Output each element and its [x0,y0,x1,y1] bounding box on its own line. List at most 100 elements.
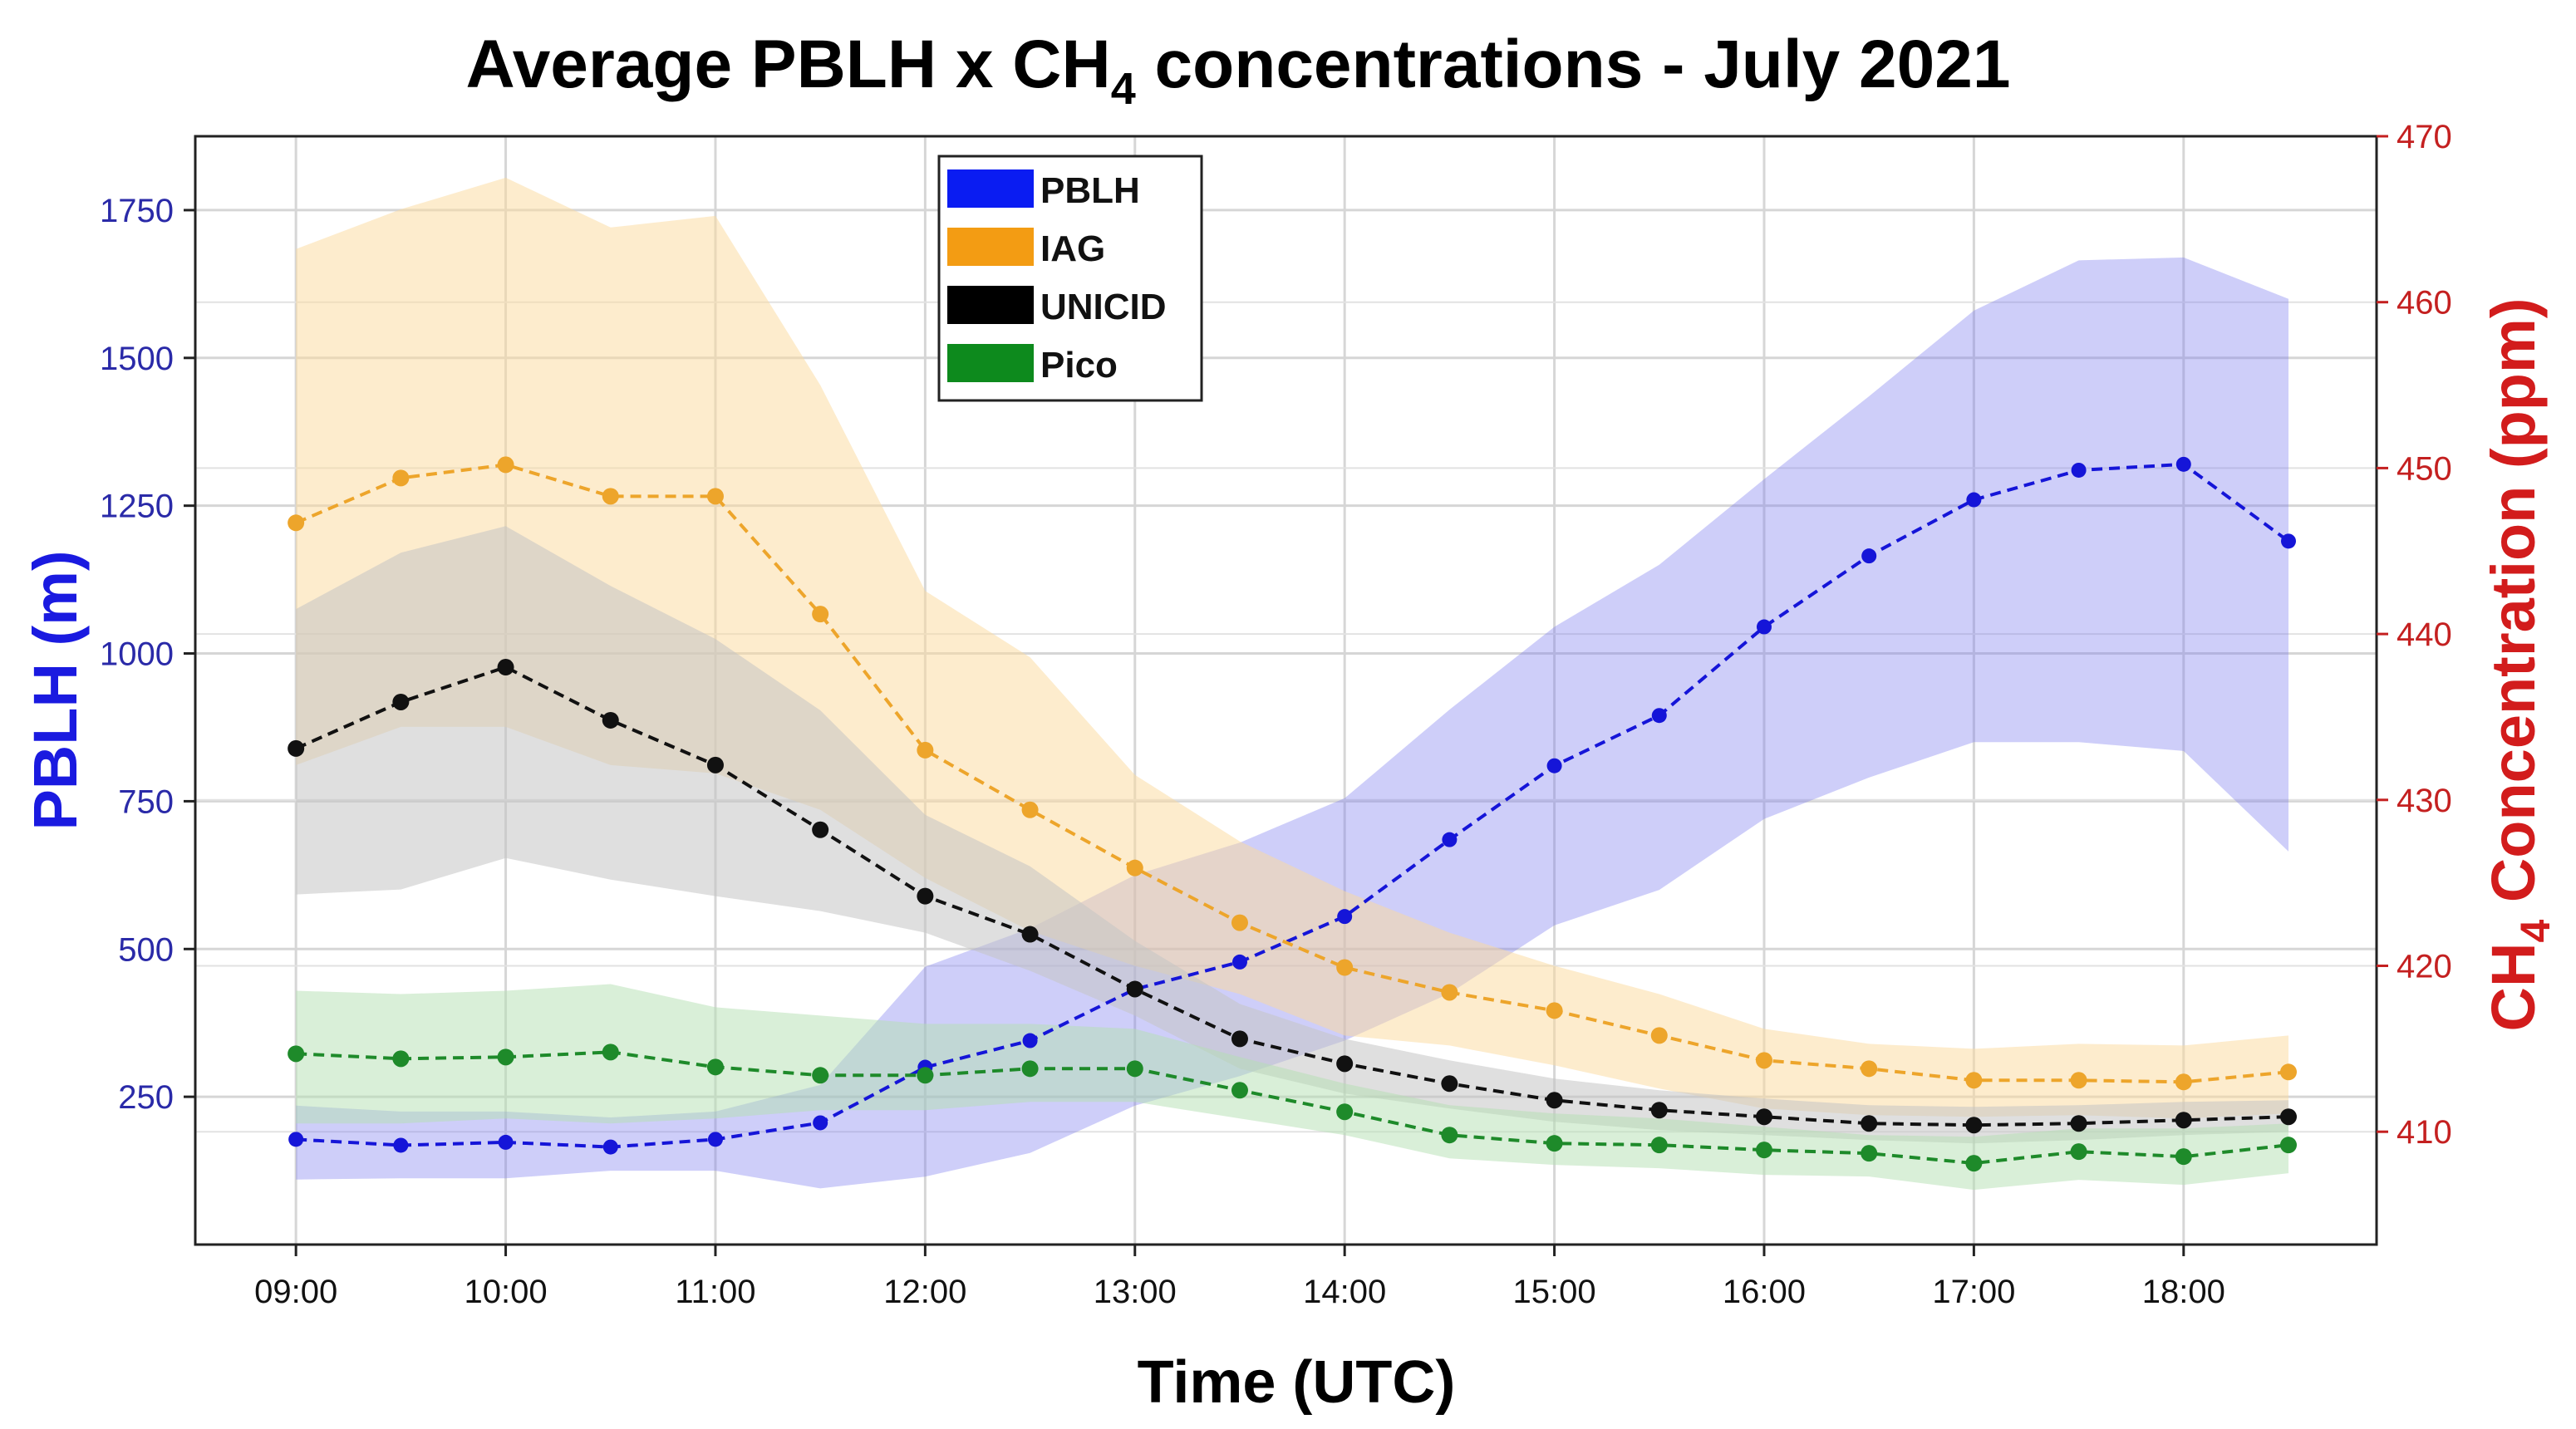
point-iag-1 [392,469,410,487]
point-unicid-11 [1441,1075,1458,1093]
x-tick-label-9: 18:00 [2142,1274,2225,1310]
x-tick-label-0: 09:00 [254,1274,337,1310]
point-pico-5 [812,1067,829,1084]
x-tick-label-5: 14:00 [1303,1274,1386,1310]
confidence-bands [296,177,2289,1191]
right-y-axis-title-main: CH [2479,943,2548,1032]
point-unicid-10 [1336,1055,1354,1073]
x-tick-label-2: 11:00 [675,1274,755,1310]
x-tick-label-6: 15:00 [1513,1274,1596,1310]
left-tick-label-6: 1750 [100,193,174,229]
point-iag-13 [1650,1027,1668,1044]
point-iag-19 [2279,1063,2297,1081]
legend-swatch-pblh [947,169,1034,208]
point-pico-7 [1021,1060,1039,1078]
legend-label-pblh: PBLH [1040,170,1140,211]
left-tick-label-4: 1250 [100,489,174,525]
point-unicid-12 [1546,1092,1563,1109]
point-pico-19 [2279,1137,2297,1154]
line-pblh [296,462,2290,1149]
left-tick-label-5: 1500 [100,341,174,377]
point-pico-10 [1336,1103,1354,1121]
point-iag-5 [812,606,829,623]
point-pblh-13 [1651,708,1667,724]
point-unicid-3 [602,711,619,729]
line-iag [295,463,2289,1084]
point-pblh-1 [393,1137,409,1153]
right-tick-label-3: 440 [2397,616,2452,653]
band-pblh [296,257,2289,1189]
line-pico [296,1050,2289,1166]
point-unicid-16 [1965,1117,1983,1134]
point-pico-4 [706,1058,724,1076]
left-tick-label-3: 1000 [100,636,174,673]
point-pico-15 [1861,1145,1878,1162]
point-unicid-8 [1126,980,1143,998]
left-tick-label-1: 500 [118,931,174,968]
point-pblh-12 [1546,758,1562,773]
point-pico-2 [497,1048,514,1066]
point-pblh-9 [1231,954,1247,970]
point-iag-9 [1231,914,1248,931]
point-unicid-17 [2070,1115,2087,1132]
point-pblh-14 [1756,619,1772,635]
point-pblh-10 [1337,909,1353,925]
point-pblh-17 [2071,462,2087,478]
point-pblh-5 [813,1115,828,1131]
right-y-axis: 410 420 430 440 450 460 470 [2377,119,2452,1151]
point-unicid-13 [1650,1102,1668,1119]
point-iag-6 [917,741,934,759]
x-tick-label-4: 13:00 [1094,1274,1177,1310]
x-tick-label-8: 17:00 [1932,1274,2015,1310]
left-y-axis-title: PBLH (m) [21,550,90,830]
point-pico-0 [288,1045,305,1063]
point-pico-11 [1441,1127,1458,1144]
x-axis: 09:00 10:00 11:00 12:00 13:00 14:00 15:00 16:00… [254,1245,2225,1310]
plot-area-border [194,135,2378,1246]
point-unicid-0 [288,739,305,757]
x-tick-label-7: 16:00 [1723,1274,1806,1310]
right-tick-label-0: 410 [2397,1114,2452,1151]
point-iag-17 [2070,1072,2087,1089]
point-iag-4 [706,488,724,505]
right-tick-label-4: 450 [2397,450,2452,487]
point-pblh-7 [1022,1033,1038,1048]
point-pico-3 [602,1044,619,1061]
right-y-axis-title: CH4 Concentration (ppm) [2479,298,2559,1032]
point-pblh-3 [602,1139,618,1155]
point-iag-14 [1755,1052,1772,1069]
point-pico-16 [1965,1155,1983,1172]
right-tick-label-6: 470 [2397,119,2452,155]
line-unicid [295,665,2289,1127]
point-unicid-1 [392,693,410,710]
left-y-axis: 250 500 750 1000 1250 1500 1750 [100,193,195,1116]
legend-label-pico: Pico [1040,345,1118,385]
chart-title: Average PBLH x CH4 concentrations - July… [466,27,2011,114]
point-pblh-2 [498,1134,514,1150]
point-pblh-4 [707,1132,723,1147]
point-pico-18 [2175,1148,2192,1166]
x-axis-title: Time (UTC) [1138,1349,1456,1416]
point-unicid-15 [1861,1115,1878,1132]
point-pico-1 [392,1050,410,1068]
point-iag-8 [1126,859,1143,877]
point-pblh-16 [1966,492,1982,508]
series-lines [288,456,2297,1172]
point-pblh-18 [2175,456,2191,472]
point-iag-2 [497,456,514,474]
point-pico-8 [1126,1060,1143,1078]
right-tick-label-2: 430 [2397,783,2452,819]
point-pblh-15 [1861,548,1877,564]
point-iag-11 [1441,984,1458,1001]
chart-title-main: Average PBLH x CH [466,27,1111,102]
point-unicid-14 [1755,1108,1772,1126]
band-pico [296,984,2289,1191]
chart-title-subscript: 4 [1111,64,1136,114]
chart-title-rest: concentrations - July 2021 [1136,27,2011,102]
right-tick-label-1: 420 [2397,949,2452,985]
point-unicid-7 [1021,926,1039,943]
point-iag-12 [1546,1002,1563,1019]
point-pblh-11 [1442,832,1458,847]
point-iag-10 [1336,959,1354,976]
point-pblh-0 [288,1132,304,1147]
